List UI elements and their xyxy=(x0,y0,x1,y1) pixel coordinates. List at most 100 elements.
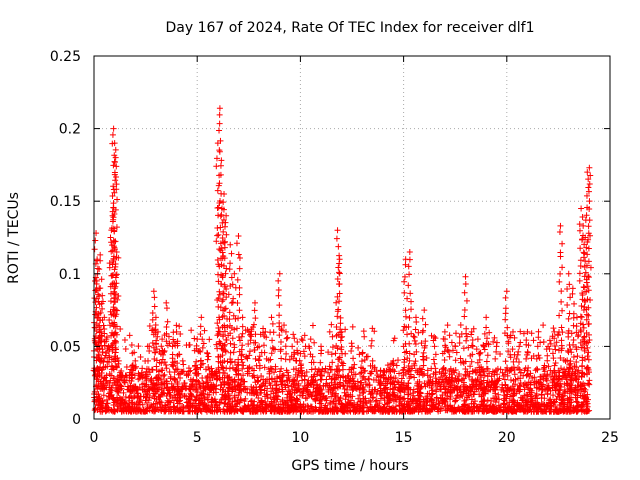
data-point xyxy=(175,390,182,397)
data-point xyxy=(462,280,469,287)
data-point xyxy=(456,371,463,378)
data-point xyxy=(354,401,361,408)
data-point xyxy=(360,373,367,380)
data-point xyxy=(216,111,223,118)
data-point xyxy=(164,318,171,325)
data-point xyxy=(332,350,339,357)
data-point xyxy=(496,375,503,382)
data-point xyxy=(584,283,591,290)
data-point xyxy=(509,408,516,415)
data-point xyxy=(193,358,200,365)
data-point xyxy=(447,405,454,412)
data-point xyxy=(333,299,340,306)
data-point xyxy=(556,383,563,390)
data-point xyxy=(545,386,552,393)
data-point xyxy=(513,355,520,362)
data-point xyxy=(283,407,290,414)
data-point xyxy=(261,393,268,400)
data-point xyxy=(504,372,511,379)
data-point xyxy=(227,349,234,356)
data-point xyxy=(412,341,419,348)
data-point xyxy=(464,333,471,340)
data-point xyxy=(125,404,132,411)
data-point xyxy=(140,393,147,400)
data-point xyxy=(327,401,334,408)
data-point xyxy=(213,407,220,414)
data-point xyxy=(542,375,549,382)
data-point xyxy=(197,323,204,330)
data-point xyxy=(543,346,550,353)
data-point xyxy=(97,378,104,385)
data-point xyxy=(111,397,118,404)
data-point xyxy=(317,359,324,366)
y-tick-label: 0.1 xyxy=(59,267,81,283)
data-point xyxy=(106,393,113,400)
data-point xyxy=(206,336,213,343)
data-point xyxy=(491,404,498,411)
data-point xyxy=(422,321,429,328)
data-point xyxy=(517,369,524,376)
data-point xyxy=(517,339,524,346)
data-point xyxy=(446,332,453,339)
data-point xyxy=(377,395,384,402)
data-point xyxy=(360,395,367,402)
data-point xyxy=(512,376,519,383)
data-point xyxy=(571,300,578,307)
data-point xyxy=(421,307,428,314)
data-point xyxy=(199,380,206,387)
data-point xyxy=(483,314,490,321)
data-point xyxy=(394,379,401,386)
data-point xyxy=(412,326,419,333)
data-point xyxy=(271,369,278,376)
data-point xyxy=(122,400,129,407)
data-point xyxy=(251,299,258,306)
data-point xyxy=(432,365,439,372)
data-point xyxy=(280,404,287,411)
data-point xyxy=(181,392,188,399)
data-point xyxy=(239,314,246,321)
data-point xyxy=(552,406,559,413)
data-point xyxy=(465,405,472,412)
data-point xyxy=(483,324,490,331)
x-tick-label: 10 xyxy=(291,430,309,446)
data-point xyxy=(556,278,563,285)
data-point xyxy=(335,362,342,369)
data-point xyxy=(103,403,110,410)
data-point xyxy=(218,382,225,389)
data-point xyxy=(157,393,164,400)
data-point xyxy=(290,331,297,338)
data-point xyxy=(578,374,585,381)
data-point xyxy=(160,372,167,379)
data-point xyxy=(100,392,107,399)
data-point xyxy=(239,323,246,330)
data-point xyxy=(258,397,265,404)
data-point xyxy=(113,224,120,231)
data-point xyxy=(219,379,226,386)
data-point xyxy=(112,177,119,184)
data-point xyxy=(267,394,274,401)
data-point xyxy=(334,384,341,391)
data-point xyxy=(222,219,229,226)
data-point xyxy=(241,403,248,410)
data-point xyxy=(336,397,343,404)
data-point xyxy=(320,393,327,400)
data-point xyxy=(559,240,566,247)
data-point xyxy=(204,350,211,357)
data-point xyxy=(228,300,235,307)
data-point xyxy=(462,371,469,378)
data-point xyxy=(398,375,405,382)
data-point xyxy=(502,305,509,312)
data-point xyxy=(217,213,224,220)
data-point xyxy=(520,330,527,337)
data-point xyxy=(273,392,280,399)
data-point xyxy=(400,327,407,334)
data-point xyxy=(551,362,558,369)
data-point xyxy=(406,249,413,256)
data-point xyxy=(368,342,375,349)
data-point xyxy=(226,266,233,273)
data-point xyxy=(362,376,369,383)
data-point xyxy=(204,356,211,363)
data-point xyxy=(213,341,220,348)
data-point xyxy=(503,400,510,407)
data-point xyxy=(439,376,446,383)
